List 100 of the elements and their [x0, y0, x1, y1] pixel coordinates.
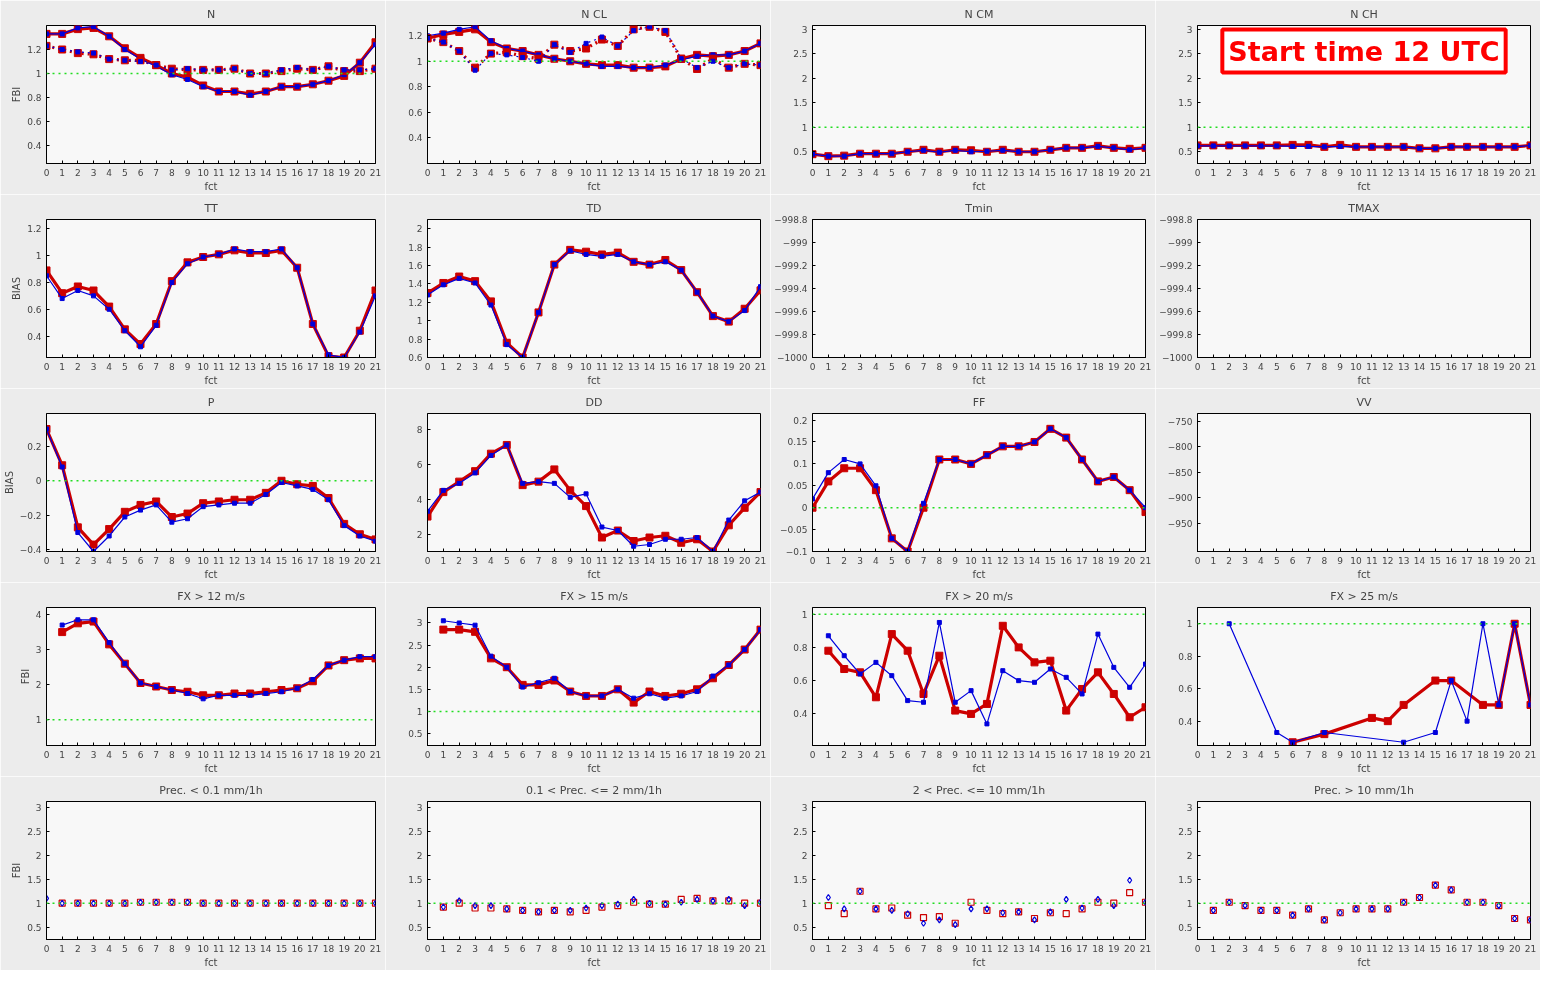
x-tick-label: 6	[904, 555, 911, 566]
x-tick-label: 1	[825, 943, 832, 954]
x-tick-label: 12	[228, 555, 241, 566]
x-tick-label: 8	[551, 943, 558, 954]
x-tick-label: 13	[1397, 555, 1410, 566]
x-tick-label: 8	[168, 749, 175, 760]
y-tick-label: 0	[801, 503, 808, 514]
x-tick-label: 11	[981, 943, 993, 954]
x-tick-label: 15	[1429, 943, 1442, 954]
x-tick-label: 15	[275, 361, 288, 372]
x-tick-label: 15	[275, 943, 288, 954]
x-tick-label: 5	[888, 749, 895, 760]
x-tick-label: 9	[1337, 943, 1344, 954]
x-tick-label: 13	[627, 361, 640, 372]
x-tick-label: 18	[1477, 167, 1489, 178]
x-tick-label: 10	[580, 943, 593, 954]
x-tick-label: 11	[1366, 361, 1378, 372]
x-tick-label: 16	[1060, 943, 1073, 954]
x-tick-label: 3	[472, 943, 478, 954]
x-tick-label: 4	[488, 943, 495, 954]
x-tick-label: 9	[1337, 749, 1344, 760]
x-tick-label: 9	[567, 749, 574, 760]
x-tick-label: 14	[643, 555, 656, 566]
x-tick-label: 13	[1397, 361, 1410, 372]
x-tick-label: 8	[1321, 361, 1328, 372]
x-tick-label: 11	[596, 361, 608, 372]
y-tick-label: −800	[1167, 442, 1193, 453]
chart-title: FX > 25 m/s	[1330, 589, 1399, 603]
chart-title: N	[206, 7, 216, 21]
x-tick-label: 19	[1108, 167, 1120, 178]
x-tick-label: 16	[675, 361, 688, 372]
x-tick-label: 1	[825, 167, 832, 178]
x-axis-title: fct	[587, 180, 601, 192]
x-tick-label: 10	[965, 361, 978, 372]
y-tick-label: 0.8	[27, 93, 42, 103]
y-tick-label: 1	[35, 69, 42, 79]
x-tick-label: 1	[1210, 361, 1217, 372]
y-tick-label: 1	[801, 609, 808, 620]
y-tick-label: 3	[1186, 803, 1193, 814]
chart-title: Prec. < 0.1 mm/1h	[159, 783, 263, 797]
x-tick-label: 4	[106, 167, 113, 178]
x-tick-label: 2	[841, 749, 848, 760]
x-tick-label: 8	[936, 361, 943, 372]
x-tick-label: 4	[1258, 167, 1265, 178]
x-tick-label: 9	[184, 555, 191, 566]
x-tick-label: 8	[551, 361, 558, 372]
x-tick-label: 12	[228, 361, 241, 372]
x-tick-label: 14	[1028, 167, 1041, 178]
x-tick-label: 14	[1413, 749, 1426, 760]
x-tick-label: 21	[754, 361, 767, 372]
x-tick-label: 15	[1044, 361, 1057, 372]
x-tick-label: 5	[1273, 749, 1280, 760]
y-tick-label: 0.8	[793, 642, 808, 653]
x-tick-label: 3	[1242, 555, 1248, 566]
y-tick-label: −0.4	[19, 545, 42, 556]
x-tick-label: 9	[184, 167, 191, 178]
x-tick-label: 11	[981, 749, 993, 760]
x-tick-label: 21	[1139, 943, 1152, 954]
y-axis-title: FBI	[11, 86, 23, 103]
x-tick-label: 1	[59, 749, 66, 760]
x-tick-label: 21	[369, 943, 382, 954]
x-tick-label: 17	[307, 555, 319, 566]
y-tick-label: 0.5	[793, 922, 808, 933]
x-tick-label: 4	[488, 167, 495, 178]
x-tick-label: 19	[723, 361, 735, 372]
x-tick-label: 12	[1382, 555, 1394, 566]
x-tick-label: 19	[723, 167, 735, 178]
chart-title: FX > 20 m/s	[945, 589, 1014, 603]
y-tick-label: 2	[1186, 850, 1193, 861]
x-tick-label: 4	[1258, 555, 1265, 566]
y-tick-label: 2.5	[793, 827, 808, 838]
x-axis-title: fct	[587, 568, 601, 580]
x-tick-label: 15	[1044, 749, 1057, 760]
x-tick-label: 8	[936, 555, 943, 566]
x-tick-label: 18	[707, 555, 719, 566]
x-tick-label: 14	[1028, 749, 1041, 760]
x-tick-label: 5	[503, 749, 510, 760]
x-tick-label: 0	[809, 943, 816, 954]
x-tick-label: 19	[338, 167, 351, 178]
x-tick-label: 9	[567, 555, 574, 566]
x-tick-label: 0	[1194, 943, 1201, 954]
x-tick-label: 10	[965, 555, 978, 566]
y-tick-label: 0.6	[408, 107, 423, 118]
x-tick-label: 21	[369, 361, 382, 372]
x-tick-label: 17	[1076, 361, 1088, 372]
x-tick-label: 0	[809, 167, 816, 178]
x-tick-label: 0	[1194, 555, 1201, 566]
x-tick-label: 7	[1305, 167, 1312, 178]
x-tick-label: 12	[612, 749, 624, 760]
x-tick-label: 7	[1305, 749, 1312, 760]
x-tick-label: 18	[707, 361, 719, 372]
x-tick-label: 4	[106, 361, 113, 372]
y-tick-label: 0.4	[1178, 716, 1193, 727]
x-tick-label: 2	[74, 555, 81, 566]
x-tick-label: 1	[825, 749, 832, 760]
x-tick-label: 20	[354, 167, 366, 178]
x-tick-label: 17	[691, 749, 703, 760]
x-tick-label: 0	[1194, 749, 1201, 760]
x-tick-label: 20	[738, 555, 751, 566]
x-tick-label: 14	[260, 361, 272, 372]
